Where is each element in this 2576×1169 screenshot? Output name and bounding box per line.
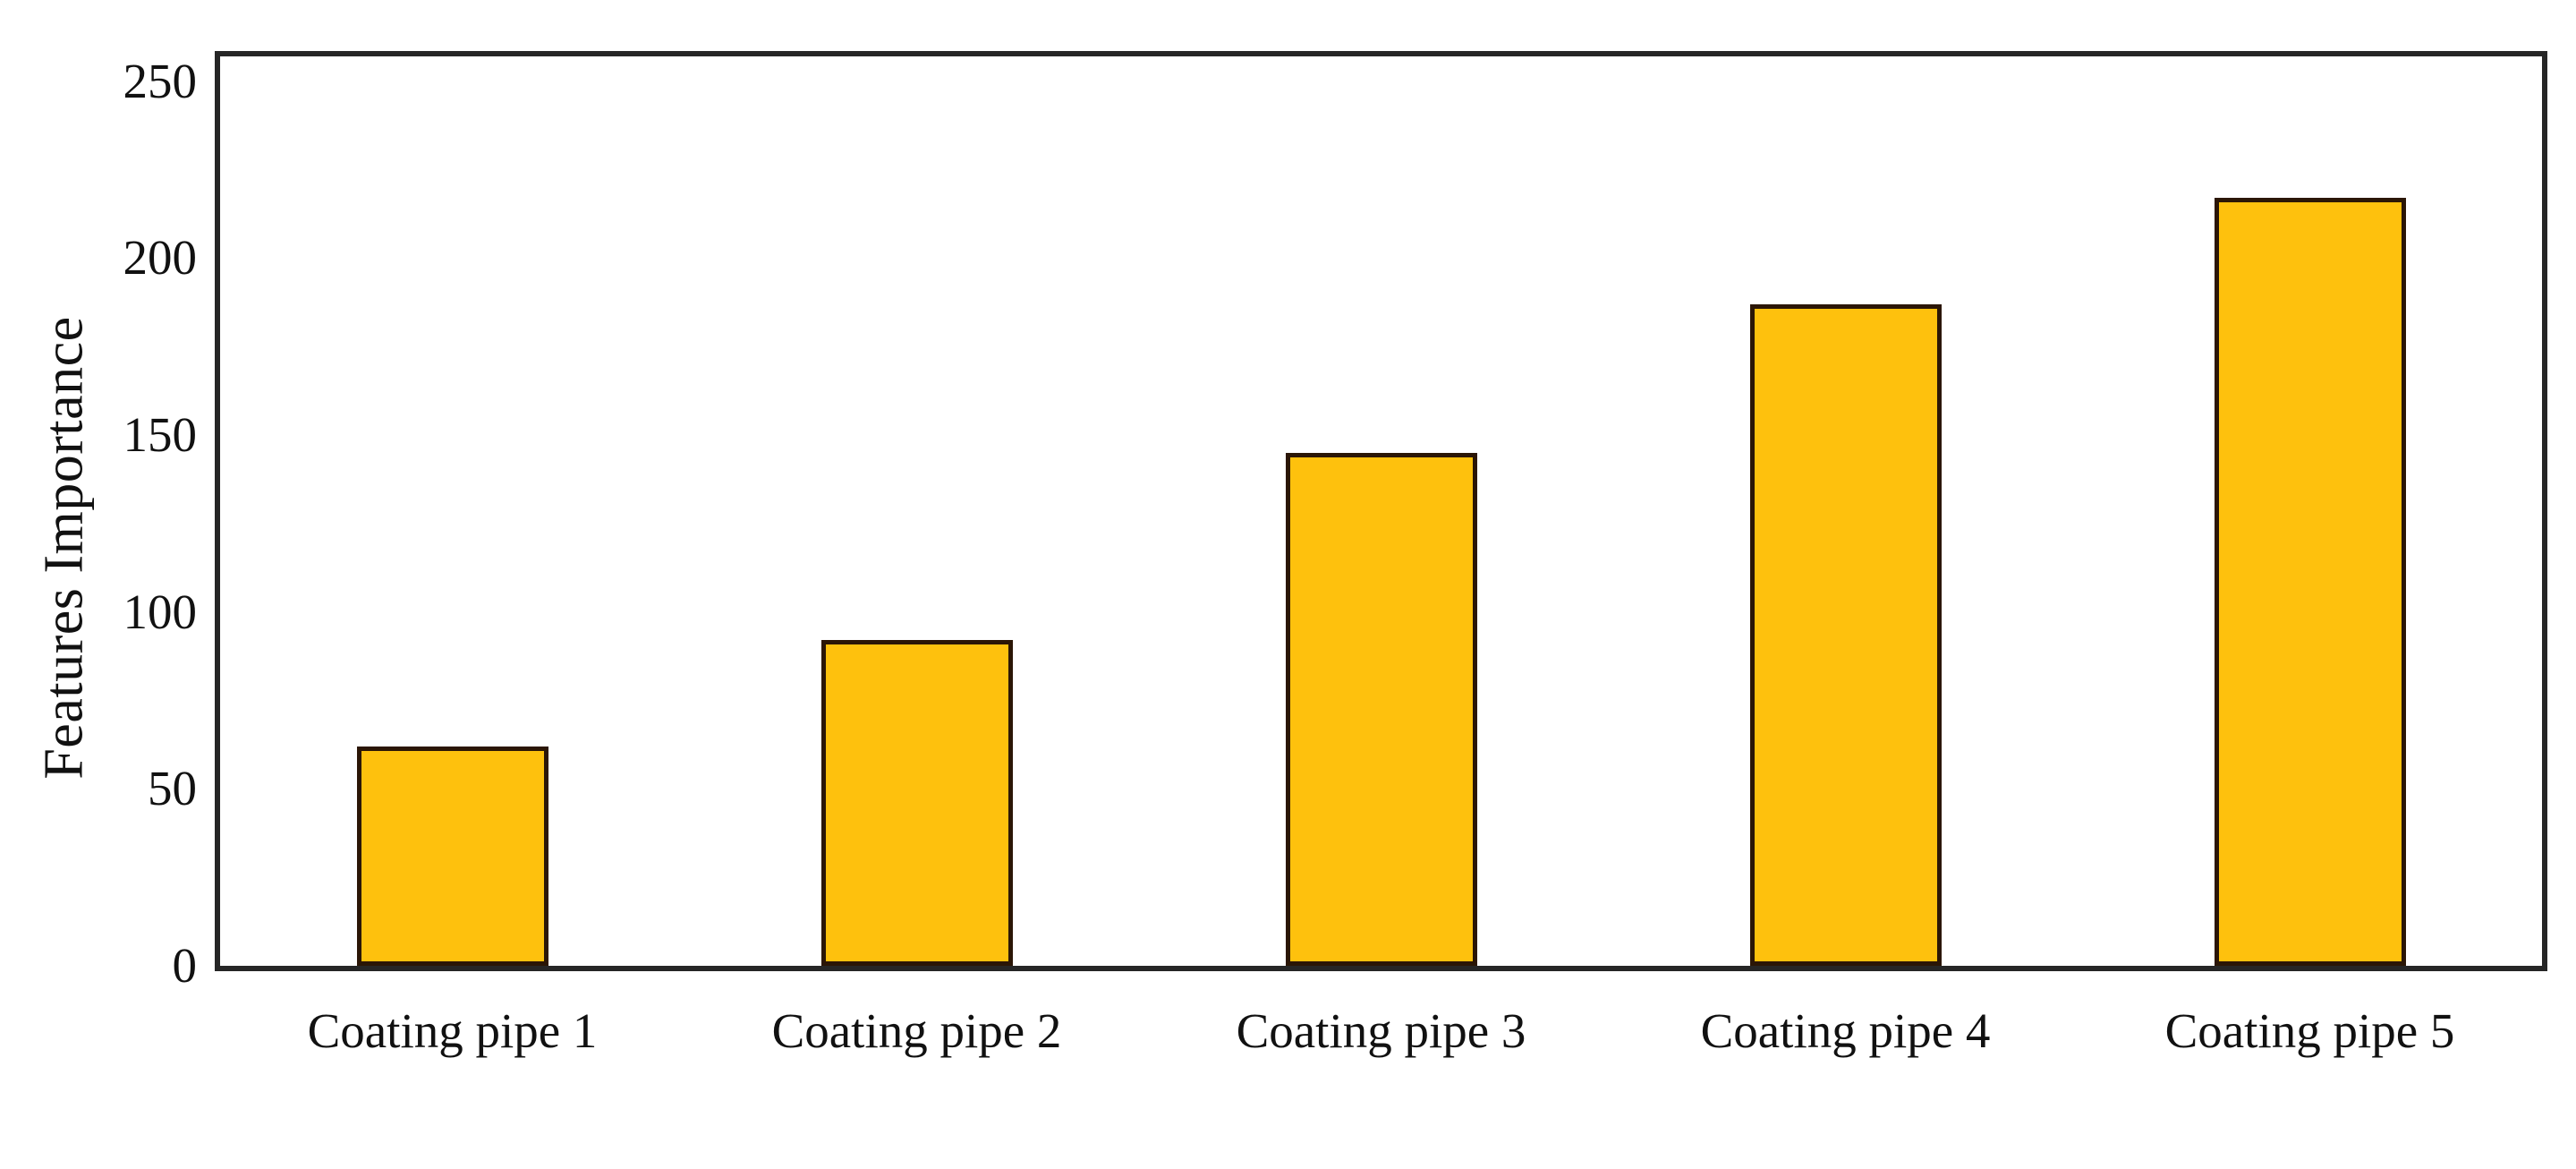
bar (820, 640, 1013, 966)
bars-layer (220, 56, 2542, 966)
x-category-label: Coating pipe 1 (307, 1003, 598, 1058)
plot-area (215, 51, 2547, 971)
y-tick-label: 150 (123, 407, 198, 462)
x-category-label: Coating pipe 3 (1236, 1003, 1526, 1058)
bar (1749, 304, 1942, 966)
y-tick-label: 250 (123, 54, 198, 108)
y-axis-title: Features Importance (33, 316, 95, 780)
bar (1285, 453, 1477, 966)
bar (356, 747, 548, 966)
y-tick-label: 200 (123, 230, 198, 285)
bar (2214, 198, 2406, 966)
y-tick-label: 100 (123, 584, 198, 639)
x-category-label: Coating pipe 2 (771, 1003, 1062, 1058)
x-category-label: Coating pipe 4 (1700, 1003, 1991, 1058)
x-category-label: Coating pipe 5 (2164, 1003, 2455, 1058)
y-tick-label: 0 (172, 938, 198, 993)
y-tick-label: 50 (148, 761, 197, 815)
